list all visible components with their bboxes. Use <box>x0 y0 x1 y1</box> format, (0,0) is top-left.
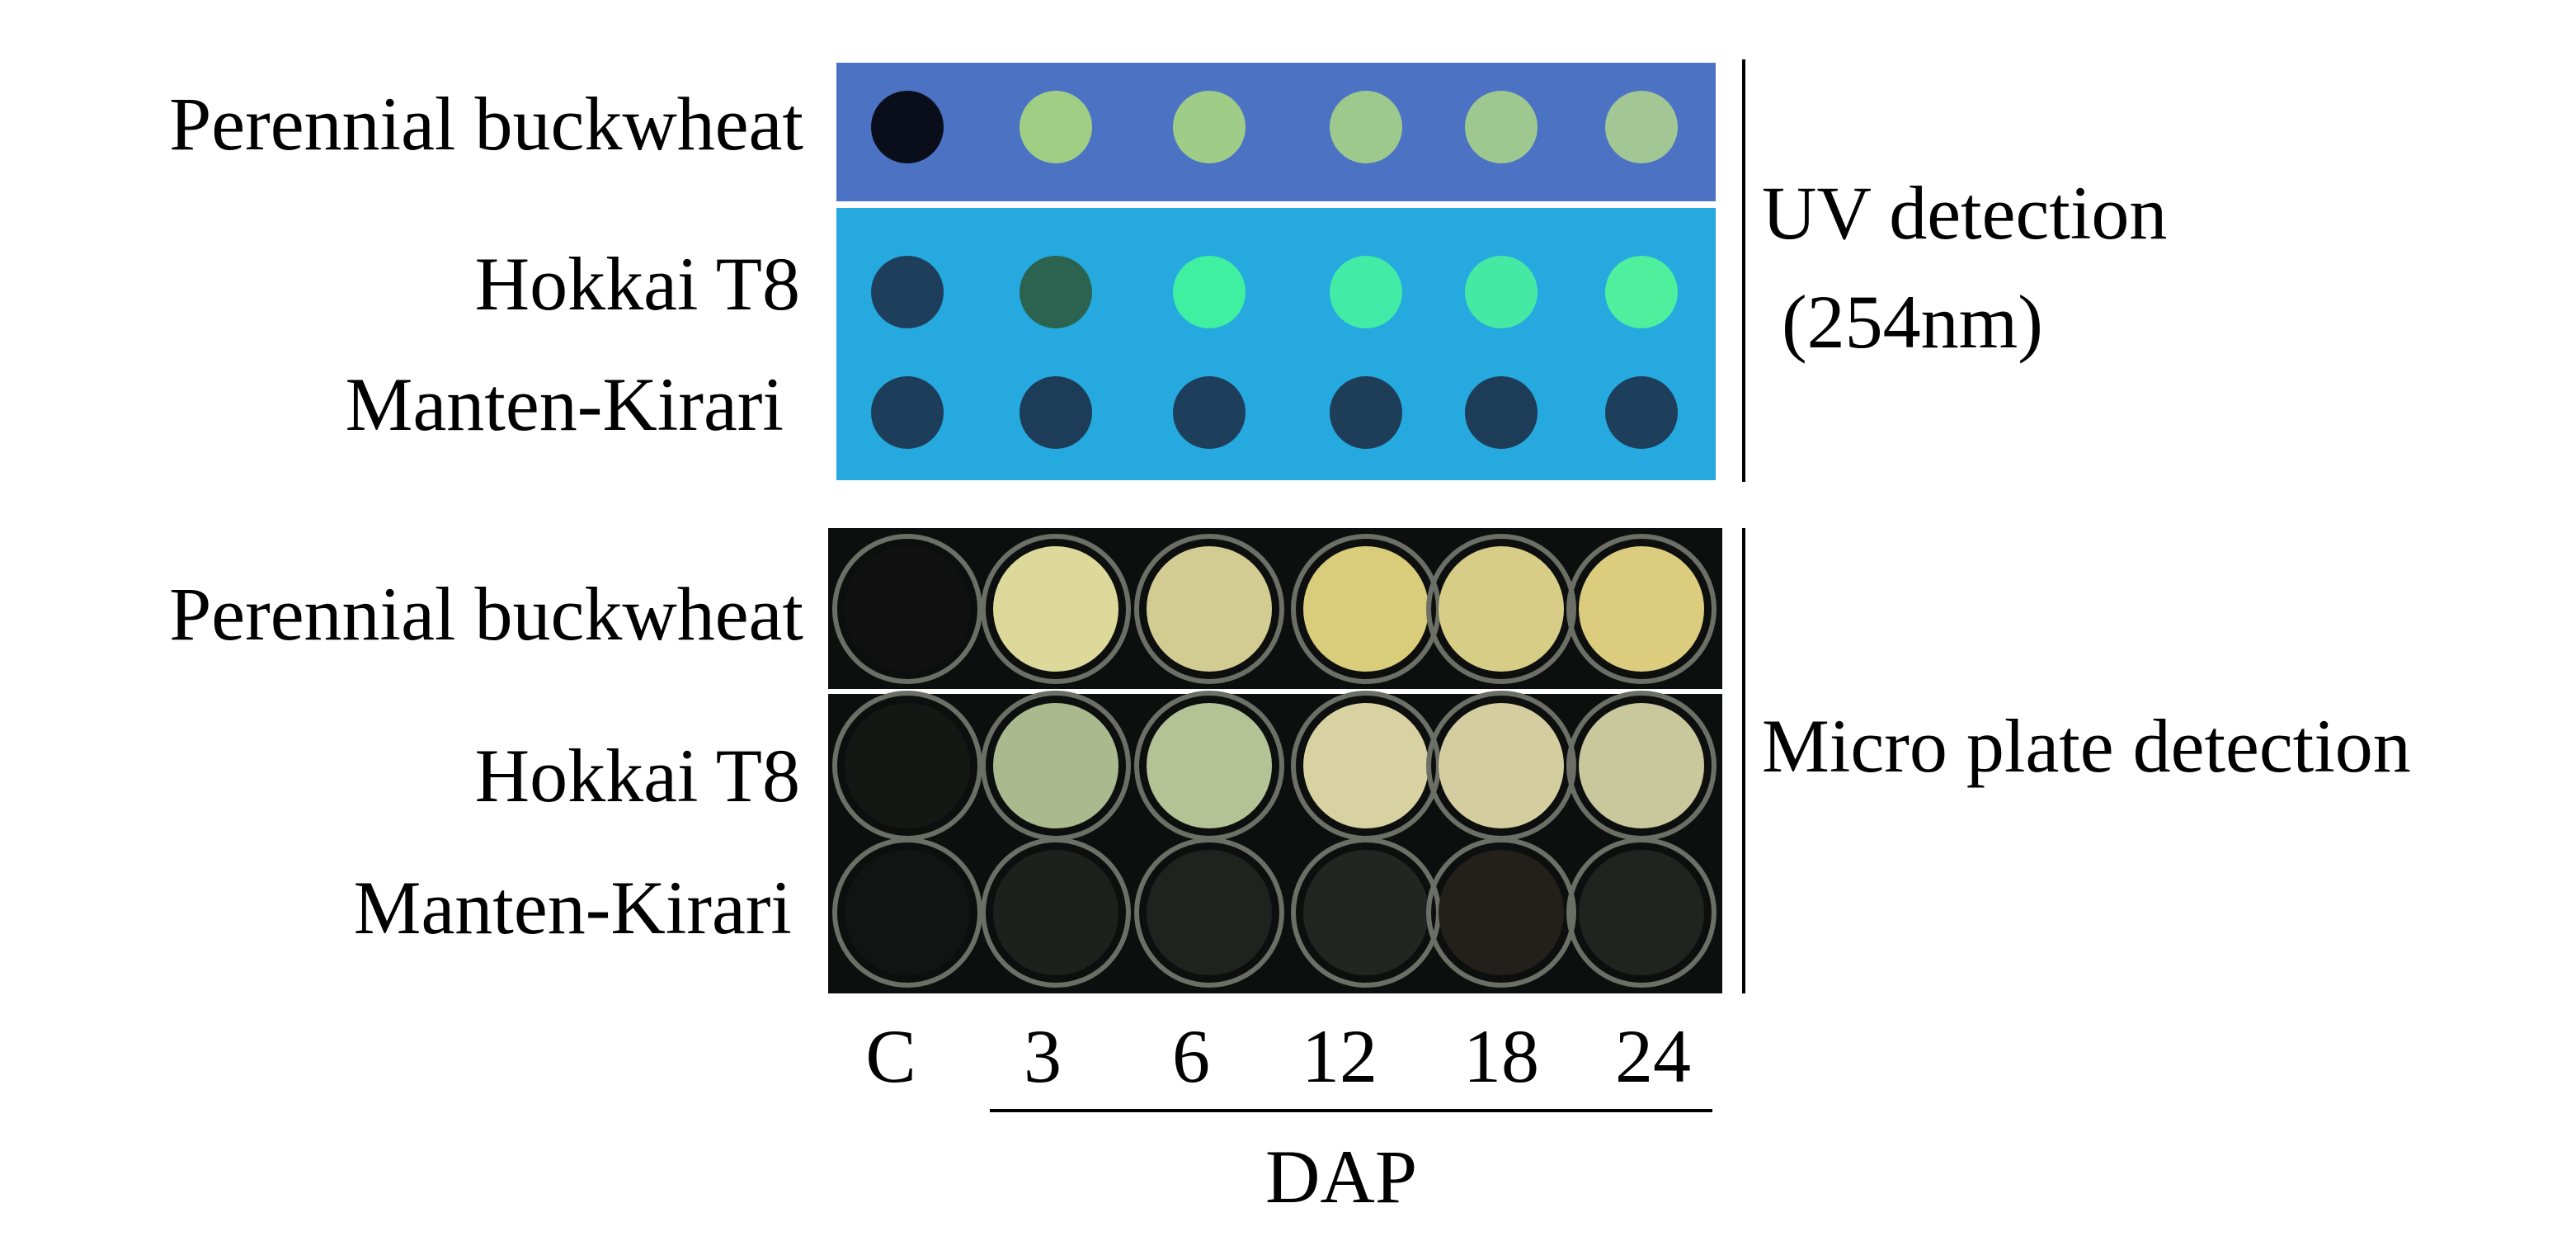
well-rim <box>1566 837 1717 988</box>
uv-spot <box>871 376 944 449</box>
well-rim <box>981 837 1131 988</box>
uv-spot <box>1173 256 1246 328</box>
uv-strip-top <box>836 63 1716 201</box>
uv-strip-bottom <box>836 208 1716 480</box>
uv-spot <box>1605 256 1678 328</box>
well <box>1147 703 1272 828</box>
uv-spot <box>871 256 944 328</box>
column-label: C <box>865 1014 916 1098</box>
row-label: Manten-Kirari <box>346 362 784 446</box>
row-label: Hokkai T8 <box>475 242 800 326</box>
column-labels: C 3 6 12 18 24 <box>865 1014 1691 1098</box>
uv-spot <box>1020 91 1092 163</box>
uv-spot <box>1605 376 1678 449</box>
well-rim <box>832 534 982 684</box>
well <box>1579 546 1704 672</box>
uv-spot <box>1465 91 1538 163</box>
well <box>993 546 1118 672</box>
well-rim <box>1134 837 1284 988</box>
well <box>1147 850 1272 975</box>
well <box>1579 703 1704 828</box>
well-rim <box>1426 837 1576 988</box>
row-label: Manten-Kirari <box>354 866 792 950</box>
spots <box>832 91 1717 988</box>
row-label: Hokkai T8 <box>475 734 800 818</box>
well <box>1439 546 1564 672</box>
well <box>845 546 970 672</box>
well <box>993 703 1118 828</box>
well <box>845 703 970 828</box>
well-rim <box>1566 534 1717 684</box>
row-label: Perennial buckwheat <box>169 82 803 166</box>
well <box>1439 850 1564 975</box>
column-label: 3 <box>1024 1014 1062 1098</box>
column-label: 18 <box>1463 1014 1539 1098</box>
well-rim <box>1134 534 1284 684</box>
panel-label: (254nm) <box>1782 280 2043 364</box>
uv-spot <box>1605 91 1678 163</box>
well <box>1147 546 1272 672</box>
uv-spot <box>1173 376 1246 449</box>
well <box>1579 850 1704 975</box>
uv-spot <box>1020 376 1092 449</box>
axis-label: DAP <box>1265 1135 1417 1219</box>
uv-spot <box>1330 91 1402 163</box>
well-rim <box>1426 534 1576 684</box>
column-label: 6 <box>1172 1014 1210 1098</box>
well <box>1303 850 1429 975</box>
panel-label: UV detection <box>1762 171 2167 255</box>
row-label: Perennial buckwheat <box>169 572 803 656</box>
well-rim <box>981 534 1131 684</box>
uv-spot <box>1173 91 1246 163</box>
well <box>845 850 970 975</box>
well <box>1303 703 1429 828</box>
panel-label: Micro plate detection <box>1762 704 2411 788</box>
well <box>1439 703 1564 828</box>
uv-spot <box>1330 256 1402 328</box>
well <box>993 850 1118 975</box>
uv-spot <box>871 91 944 163</box>
well <box>1303 546 1429 672</box>
uv-spot <box>1020 256 1092 328</box>
column-label: 24 <box>1615 1014 1691 1098</box>
column-label: 12 <box>1302 1014 1377 1098</box>
uv-spot <box>1465 376 1538 449</box>
uv-spot <box>1465 256 1538 328</box>
well-rim <box>832 837 982 988</box>
uv-spot <box>1330 376 1402 449</box>
